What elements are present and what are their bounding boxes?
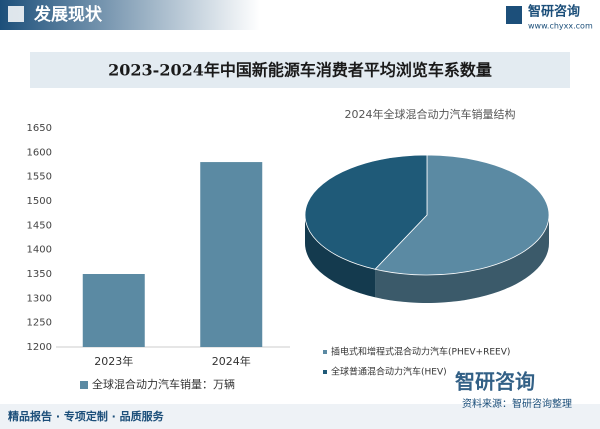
footer-bar bbox=[0, 404, 600, 429]
pie-side-shade bbox=[375, 215, 549, 303]
footer-brand: 智研咨询 bbox=[455, 370, 535, 394]
logo-url: www.chyxx.com bbox=[528, 22, 593, 31]
header-icon bbox=[8, 6, 24, 22]
y-tick-label: 1250 bbox=[27, 318, 52, 329]
x-tick-label: 2023年 bbox=[94, 354, 133, 368]
legend-label: 全球普通混合动力汽车(HEV) bbox=[331, 366, 447, 378]
legend-swatch bbox=[323, 350, 327, 354]
x-tick-label: 2024年 bbox=[212, 354, 251, 368]
y-tick-label: 1450 bbox=[27, 220, 52, 231]
y-tick-label: 1350 bbox=[27, 269, 52, 280]
logo-text: 智研咨询 bbox=[528, 4, 580, 20]
footer-source: 资料来源：智研咨询整理 bbox=[462, 397, 572, 410]
y-tick-label: 1650 bbox=[27, 123, 52, 134]
y-tick-label: 1400 bbox=[27, 245, 52, 256]
bar bbox=[200, 162, 263, 347]
y-tick-label: 1200 bbox=[27, 342, 52, 353]
header-bar bbox=[0, 0, 260, 30]
legend-swatch bbox=[80, 381, 88, 389]
logo-icon bbox=[506, 6, 522, 24]
pie-side bbox=[305, 215, 376, 298]
footer-slogan: 精品报告 · 专项定制 · 品质服务 bbox=[8, 409, 165, 423]
legend-swatch bbox=[323, 370, 327, 374]
y-tick-label: 1500 bbox=[27, 196, 52, 207]
header-title: 发展现状 bbox=[33, 4, 103, 25]
pie-title: 2024年全球混合动力汽车销量结构 bbox=[345, 107, 516, 121]
y-tick-label: 1600 bbox=[27, 147, 52, 158]
pie-side-shade bbox=[305, 215, 376, 298]
pie-slice bbox=[374, 154, 550, 276]
legend-label: 全球混合动力汽车销量：万辆 bbox=[92, 377, 235, 391]
banner-title: 2023-2024年中国新能源车消费者平均浏览车系数量 bbox=[108, 61, 492, 80]
y-tick-label: 1300 bbox=[27, 293, 52, 304]
pie-side bbox=[375, 215, 549, 303]
pie-slice bbox=[304, 154, 428, 270]
banner bbox=[30, 52, 570, 88]
bar bbox=[82, 274, 145, 347]
legend-label: 插电式和增程式混合动力汽车(PHEV+REEV) bbox=[331, 346, 510, 358]
y-tick-label: 1550 bbox=[27, 172, 52, 183]
